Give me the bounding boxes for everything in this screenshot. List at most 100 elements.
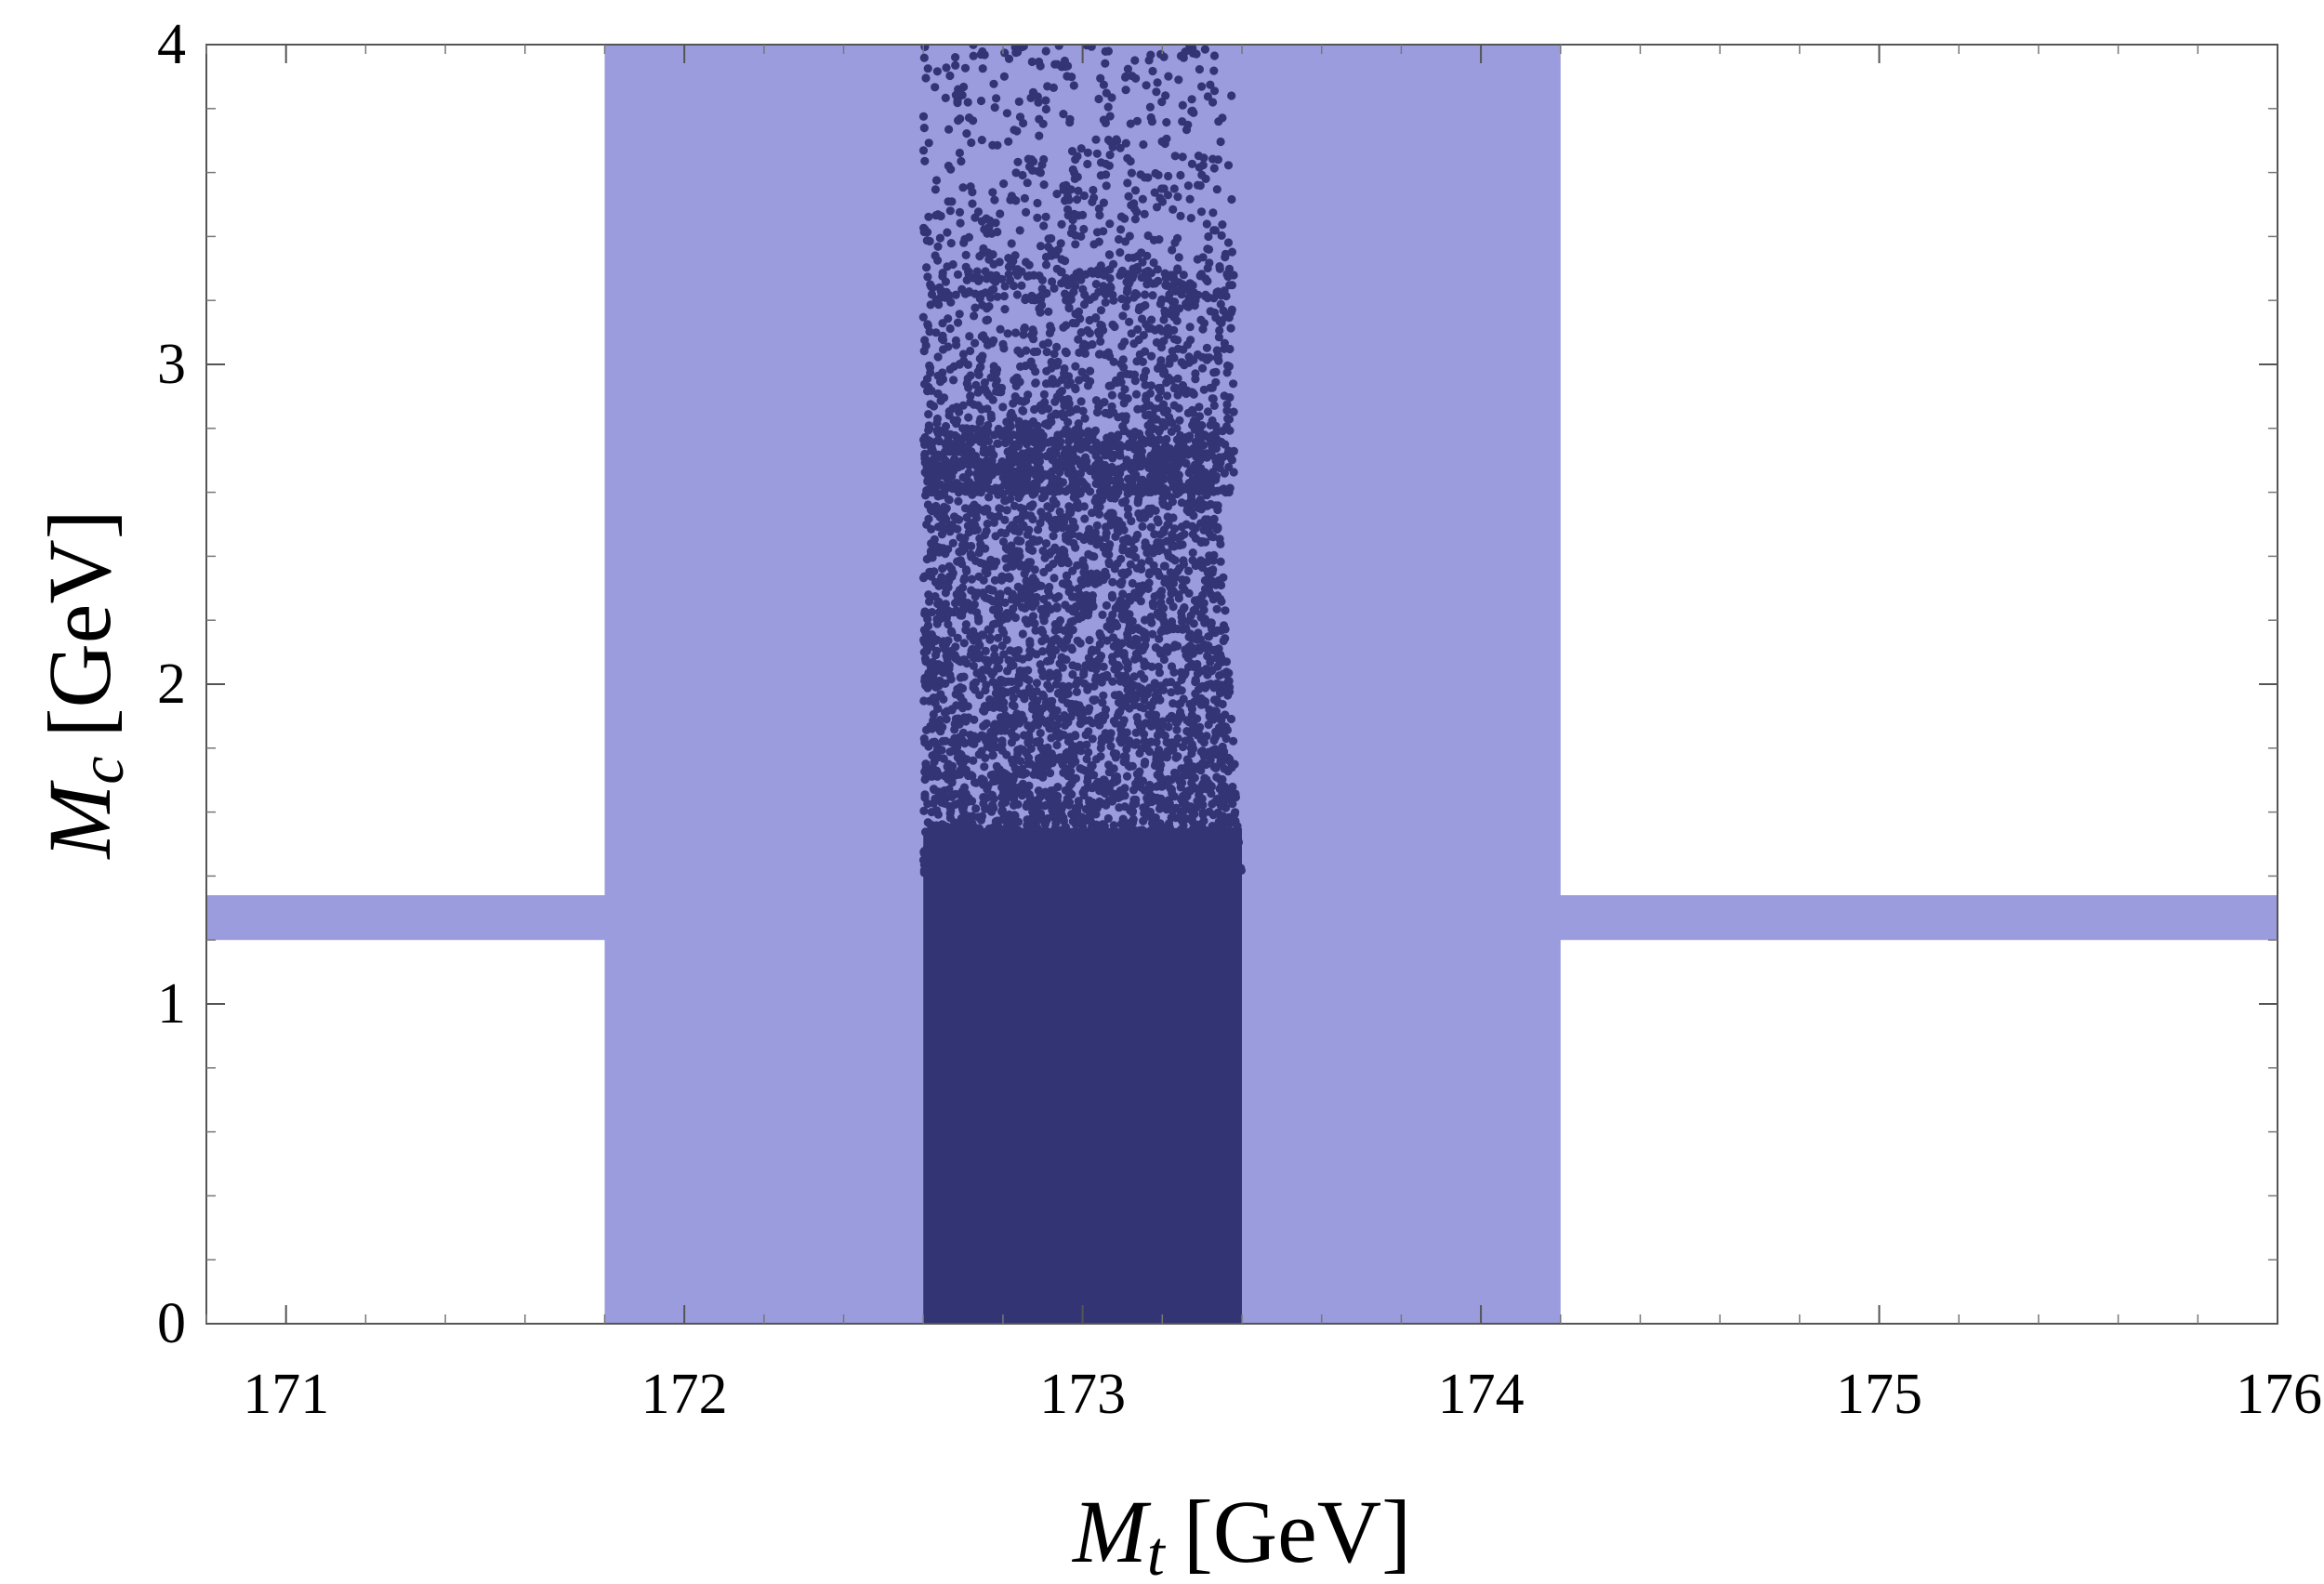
scatter-point [980, 868, 989, 878]
scatter-point [991, 558, 1000, 567]
scatter-point [1040, 635, 1050, 644]
scatter-point [1174, 304, 1184, 313]
scatter-point [1156, 794, 1166, 803]
scatter-point [1072, 501, 1081, 511]
scatter-point [1197, 82, 1207, 91]
scatter-point [1079, 502, 1089, 511]
scatter-point [993, 292, 1002, 301]
scatter-point [951, 642, 960, 652]
scatter-point [1037, 813, 1048, 824]
scatter-point [1077, 765, 1087, 774]
scatter-point [1177, 522, 1186, 532]
scatter-point [957, 813, 966, 824]
scatter-point [1078, 556, 1088, 565]
scatter-point [1045, 582, 1054, 592]
scatter-point [1011, 848, 1021, 857]
scatter-point [927, 507, 937, 516]
scatter-point [1136, 476, 1145, 486]
scatter-point [1042, 366, 1051, 376]
scatter-point [1118, 542, 1128, 552]
scatter-point [1218, 742, 1227, 752]
scatter-point [990, 644, 999, 653]
scatter-point [1137, 744, 1146, 754]
scatter-point [946, 765, 957, 774]
scatter-point [1069, 538, 1078, 548]
scatter-point [947, 564, 957, 574]
scatter-point [1205, 845, 1214, 854]
scatter-point [954, 496, 963, 506]
scatter-point [941, 93, 950, 102]
scatter-point [1015, 865, 1024, 876]
scatter-point [1225, 344, 1235, 354]
scatter-point [1016, 857, 1026, 866]
scatter-point [1122, 728, 1131, 737]
scatter-point [1228, 791, 1238, 800]
scatter-point [1178, 742, 1188, 752]
scatter-point [1165, 823, 1174, 833]
scatter-point [1117, 639, 1127, 648]
scatter-point [997, 572, 1007, 581]
scatter-point [975, 691, 984, 700]
scatter-point [1229, 407, 1238, 416]
scatter-point [1086, 808, 1095, 817]
scatter-point [924, 869, 933, 878]
scatter-point [1072, 434, 1081, 443]
scatter-point [1044, 307, 1053, 316]
scatter-point [1039, 842, 1049, 852]
scatter-point [971, 678, 981, 687]
scatter-point [949, 445, 959, 455]
scatter-point [961, 250, 971, 259]
scatter-point [942, 429, 951, 438]
scatter-point [942, 504, 951, 513]
scatter-point [1089, 681, 1099, 691]
scatter-point [1037, 401, 1046, 410]
scatter-point [954, 714, 963, 723]
scatter-point [1076, 740, 1085, 750]
scatter-point [1220, 338, 1229, 348]
scatter-point [947, 706, 957, 715]
scatter-point [933, 371, 943, 380]
scatter-point [933, 810, 944, 819]
scatter-point [1052, 190, 1062, 199]
scatter-point [987, 867, 997, 877]
scatter-point [1157, 98, 1167, 107]
scatter-point [988, 838, 998, 847]
scatter-point [942, 715, 951, 724]
scatter-point [984, 302, 994, 311]
scatter-point [1068, 669, 1077, 680]
scatter-point [1145, 568, 1155, 577]
scatter-point [1164, 520, 1173, 529]
scatter-point [960, 655, 970, 665]
scatter-point [967, 552, 976, 561]
scatter-point [948, 746, 958, 756]
scatter-point [931, 794, 940, 804]
scatter-point [1077, 477, 1087, 486]
scatter-point [1052, 813, 1062, 823]
scatter-point [999, 815, 1009, 825]
scatter-point [1091, 396, 1101, 405]
scatter-point [1062, 349, 1071, 358]
scatter-point [1047, 733, 1056, 743]
scatter-point [978, 468, 987, 477]
scatter-point [1198, 324, 1208, 334]
scatter-point [1052, 392, 1062, 402]
scatter-point [1119, 758, 1129, 767]
scatter-point [1165, 413, 1174, 422]
scatter-point [1085, 636, 1094, 645]
scatter-point [941, 794, 951, 803]
scatter-point [1011, 394, 1021, 403]
scatter-point [969, 45, 978, 49]
scatter-point [1217, 597, 1226, 606]
scatter-point [923, 320, 932, 329]
scatter-point [954, 488, 963, 497]
scatter-point [937, 530, 947, 539]
scatter-point [935, 725, 944, 735]
scatter-point [1061, 257, 1070, 266]
scatter-point [931, 839, 941, 849]
scatter-point [1084, 727, 1093, 736]
scatter-point [1136, 669, 1145, 679]
scatter-point [968, 199, 977, 208]
scatter-point [1178, 381, 1187, 390]
scatter-point [938, 564, 947, 574]
